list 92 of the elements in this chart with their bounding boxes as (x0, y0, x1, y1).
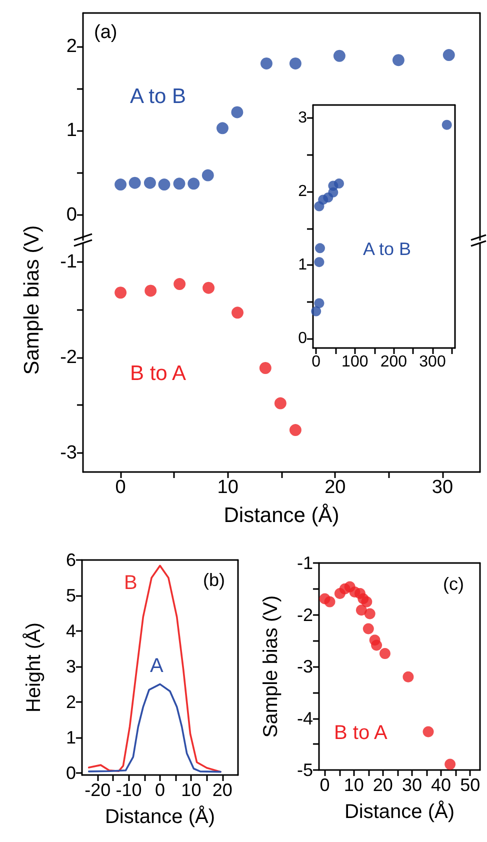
point (314, 298, 324, 308)
point (379, 648, 390, 660)
point (232, 306, 244, 319)
point (442, 120, 452, 130)
x-tick-label: 300 (419, 354, 446, 370)
point (361, 596, 372, 608)
point (364, 608, 376, 620)
y-tick-label: -1 (60, 252, 77, 273)
y-tick-label: 5 (66, 585, 76, 606)
y-tick-label: -2 (60, 347, 77, 368)
x-tick-label: 0 (154, 780, 166, 800)
x-tick-label: 20 (212, 780, 232, 800)
y-tick-label: 2 (66, 692, 76, 712)
y-tick-label: 1 (66, 727, 76, 748)
x-tick-label: 10 (217, 477, 238, 498)
y-tick-label: 4 (66, 620, 76, 641)
x-tick-label: 30 (432, 477, 454, 498)
line-series (88, 683, 222, 773)
annotation: (a) (94, 22, 118, 43)
x-tick-label: 0 (115, 477, 126, 498)
x-tick-label: 20 (324, 477, 346, 498)
point (402, 671, 414, 682)
point (444, 758, 456, 770)
x-tick-label: 200 (380, 354, 408, 370)
point (314, 257, 324, 268)
point (128, 176, 141, 189)
y-tick-label: 6 (66, 550, 76, 570)
y-tick-label: -3 (296, 656, 313, 676)
series-label: B to A (334, 722, 388, 744)
x-tick-label: 20 (372, 775, 393, 795)
point (334, 178, 344, 189)
point (392, 54, 404, 66)
point (202, 282, 215, 294)
point (114, 178, 127, 191)
series-label: A to B (130, 85, 186, 108)
point (231, 106, 244, 118)
y-tick-label: 3 (66, 656, 76, 676)
x-tick-label: 100 (342, 354, 368, 370)
point (144, 284, 157, 297)
point (311, 306, 322, 316)
x-axis-title: Distance (Å) (224, 503, 340, 527)
text: B to A (130, 362, 186, 385)
point (174, 278, 186, 290)
point (144, 176, 156, 189)
point (314, 243, 325, 254)
series-label: B (124, 572, 138, 594)
x-tick-label: 40 (431, 775, 452, 795)
y-tick-label: -1 (296, 553, 313, 573)
annotation: (b) (203, 570, 225, 590)
x-tick-label: 10 (344, 775, 364, 795)
y-tick-label: -2 (296, 604, 313, 625)
y-axis-title: Sample bias (V) (260, 595, 282, 738)
y-tick-label: 0 (66, 204, 77, 226)
x-axis-title: Distance (Å) (104, 805, 216, 828)
x-tick-label: -10 (116, 780, 142, 800)
point (274, 397, 286, 410)
point (216, 122, 228, 134)
x-tick-label: -20 (84, 780, 111, 800)
point (422, 726, 434, 738)
y-tick-label: 1 (298, 256, 308, 274)
point (289, 57, 302, 70)
point (442, 49, 455, 62)
y-tick-label: -4 (296, 708, 313, 728)
point (333, 50, 346, 62)
point (260, 57, 272, 70)
point (371, 640, 382, 651)
y-axis-title: Sample bias (V) (20, 225, 44, 375)
point (289, 424, 302, 436)
x-tick-label: 0 (320, 775, 330, 795)
point (188, 178, 200, 190)
y-tick-label: -5 (296, 760, 313, 780)
annotation: (c) (443, 574, 464, 594)
y-axis-title: Height (Å) (22, 622, 45, 713)
point (173, 178, 186, 190)
y-tick-label: 2 (298, 183, 308, 200)
x-tick-label: 10 (181, 780, 202, 800)
y-tick-label: 1 (66, 120, 77, 142)
x-tick-label: 30 (402, 775, 422, 795)
x-axis-title: Distance (Å) (344, 800, 455, 823)
text: A to B (363, 239, 412, 259)
series-label: A (150, 655, 164, 677)
point (202, 169, 214, 182)
y-tick-label: -3 (60, 442, 77, 464)
y-tick-label: 2 (66, 36, 77, 58)
point (259, 362, 272, 374)
point (362, 623, 374, 634)
point (158, 178, 170, 191)
y-tick-label: 0 (298, 330, 308, 347)
point (114, 286, 127, 299)
point (324, 596, 336, 608)
x-tick-label: 50 (460, 775, 480, 795)
y-tick-label: 3 (298, 110, 308, 127)
